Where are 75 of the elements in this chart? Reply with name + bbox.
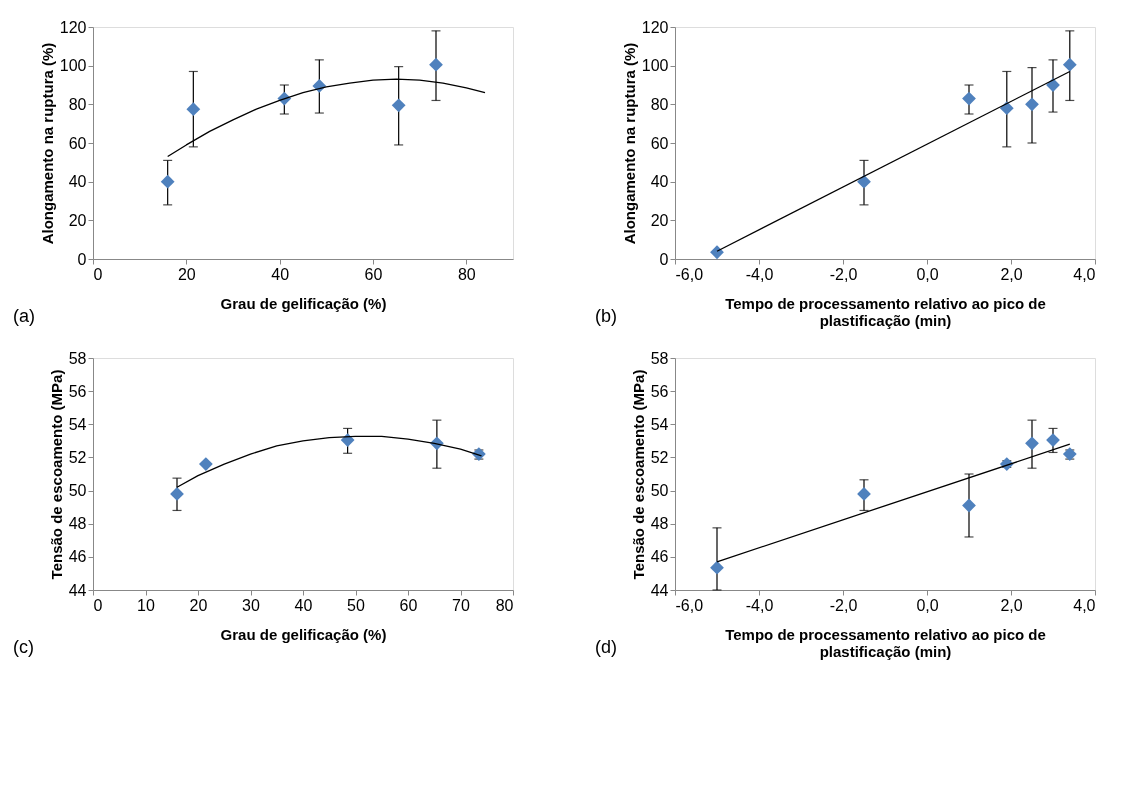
point (170, 486, 184, 501)
y-tick-label: 46 (68, 548, 87, 566)
x-tick-label: 2,0 (1000, 265, 1023, 283)
x-tick-label: 40 (294, 596, 313, 614)
x-tick-label: -4,0 (745, 265, 774, 283)
x-axis-title: Grau de gelificação (%) (220, 625, 387, 643)
y-tick-label: 100 (641, 57, 669, 75)
point (160, 174, 175, 189)
x-tick-label: -2,0 (829, 265, 858, 283)
y-tick-label: 56 (68, 382, 87, 400)
y-tick-label: 20 (68, 211, 87, 229)
y-tick-label: 40 (68, 173, 87, 191)
y-tick-label: 48 (650, 515, 669, 533)
text: (d) (595, 637, 617, 657)
point (391, 98, 406, 113)
x-tick-label: -6,0 (675, 265, 704, 283)
y-tick-label: 52 (68, 448, 87, 466)
x-axis-title: Tempo de processamento relativo ao pico de plastificação (min) (725, 625, 1046, 660)
point (186, 102, 201, 117)
text: (a) (13, 306, 35, 326)
y-tick-label: 52 (650, 448, 669, 466)
y-tick-label: 46 (650, 548, 669, 566)
y-tick-label: 44 (68, 581, 87, 599)
y-tick-label: 54 (650, 415, 669, 433)
y-tick-label: 40 (650, 173, 669, 191)
y-tick-label: 120 (641, 18, 669, 36)
y-tick-label: 58 (68, 349, 87, 367)
y-tick-label: 80 (650, 95, 669, 113)
x-tick-label: 10 (137, 596, 155, 614)
x-tick-label: 40 (271, 265, 290, 283)
y-axis-title: Alongamento na ruptura (%) (620, 42, 638, 245)
x-tick-label: 4,0 (1073, 596, 1096, 614)
point (198, 457, 213, 471)
y-tick-label: 60 (650, 134, 669, 152)
x-tick-label: -4,0 (745, 596, 774, 614)
y-tick-label: 58 (650, 349, 669, 367)
x-tick-label: 20 (177, 265, 196, 283)
x-tick-label: 20 (189, 596, 208, 614)
y-tick-label: 100 (59, 57, 87, 75)
y-tick-label: 60 (68, 134, 87, 152)
x-tick-label: 30 (242, 596, 260, 614)
x-tick-label: 2,0 (1000, 596, 1023, 614)
y-tick-label: 50 (68, 482, 87, 500)
point (340, 433, 355, 447)
y-tick-label: 120 (59, 18, 87, 36)
x-tick-label: 60 (364, 265, 383, 283)
x-tick-label: -2,0 (829, 596, 858, 614)
y-tick-label: 44 (650, 581, 669, 599)
y-tick-label: 80 (68, 95, 87, 113)
y-tick-label: 54 (68, 415, 87, 433)
y-tick-label: 48 (68, 515, 87, 533)
y-axis-title: Tensão de escoamento (MPa) (629, 369, 647, 580)
x-tick-label: 80 (457, 265, 476, 283)
x-tick-label: 0 (93, 265, 103, 283)
y-axis-title: Tensão de escoamento (MPa) (47, 369, 65, 580)
x-tick-label: 0 (93, 596, 103, 614)
point (429, 57, 443, 72)
x-axis-title: Grau de gelificação (%) (220, 294, 387, 312)
x-tick-label: 0,0 (916, 265, 939, 283)
y-tick-label: 20 (650, 211, 669, 229)
y-tick-label: 0 (659, 250, 669, 268)
x-tick-label: 70 (452, 596, 470, 614)
x-tick-label: 50 (347, 596, 365, 614)
y-tick-label: 0 (77, 250, 87, 268)
text: (c) (13, 637, 34, 657)
x-tick-label: 4,0 (1073, 265, 1096, 283)
x-tick-label: 60 (399, 596, 418, 614)
x-tick-label: 0,0 (916, 596, 939, 614)
text: (b) (595, 306, 617, 326)
x-tick-label: 80 (495, 596, 514, 614)
y-axis-title: Alongamento na ruptura (%) (38, 42, 56, 245)
y-tick-label: 56 (650, 382, 669, 400)
x-axis-title: Tempo de processamento relativo ao pico de plastificação (min) (725, 294, 1046, 329)
y-tick-label: 50 (650, 482, 669, 500)
x-tick-label: -6,0 (675, 596, 704, 614)
